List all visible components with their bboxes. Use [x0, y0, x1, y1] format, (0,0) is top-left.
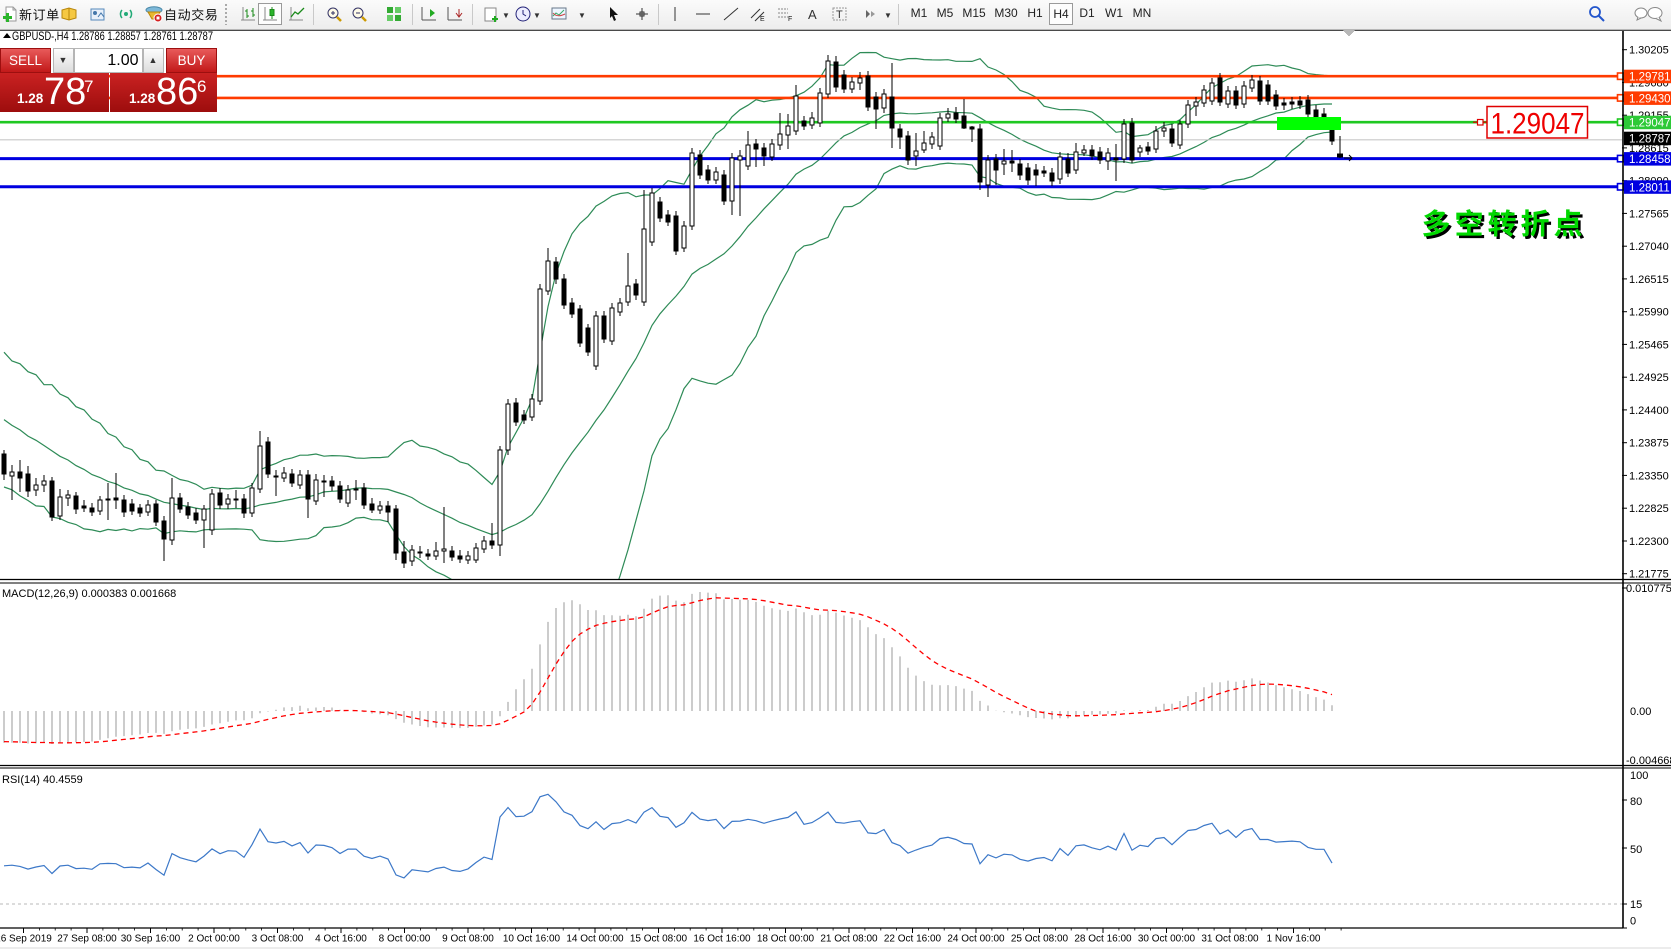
- svg-text:25 Oct 08:00: 25 Oct 08:00: [1011, 934, 1069, 945]
- svg-text:22 Oct 16:00: 22 Oct 16:00: [884, 934, 942, 945]
- svg-text:26 Sep 2019: 26 Sep 2019: [0, 934, 52, 945]
- svg-text:1.25465: 1.25465: [1629, 339, 1669, 351]
- svg-text:24 Oct 00:00: 24 Oct 00:00: [947, 934, 1005, 945]
- svg-text:15 Oct 08:00: 15 Oct 08:00: [630, 934, 688, 945]
- svg-text:1.27040: 1.27040: [1629, 241, 1669, 253]
- svg-text:15: 15: [1630, 899, 1642, 911]
- svg-text:10 Oct 16:00: 10 Oct 16:00: [503, 934, 561, 945]
- svg-text:0.00: 0.00: [1630, 706, 1651, 718]
- svg-text:A: A: [808, 7, 817, 22]
- svg-text:1.29047: 1.29047: [1629, 118, 1671, 130]
- svg-text:27 Sep 08:00: 27 Sep 08:00: [57, 934, 117, 945]
- svg-text:8 Oct 00:00: 8 Oct 00:00: [379, 934, 431, 945]
- svg-text:1.27565: 1.27565: [1629, 208, 1669, 220]
- svg-text:MACD(12,26,9) 0.000383 0.00166: MACD(12,26,9) 0.000383 0.001668: [2, 588, 176, 600]
- svg-text:30 Oct 00:00: 30 Oct 00:00: [1138, 934, 1196, 945]
- svg-text:RSI(14) 40.4559: RSI(14) 40.4559: [2, 774, 83, 786]
- svg-text:100: 100: [1630, 770, 1648, 782]
- svg-text:1.28458: 1.28458: [1629, 154, 1671, 166]
- svg-text:1.28615: 1.28615: [1629, 143, 1669, 155]
- svg-text:1.29047: 1.29047: [1491, 108, 1585, 141]
- svg-text:1.29781: 1.29781: [1629, 72, 1671, 84]
- svg-text:1.26515: 1.26515: [1629, 274, 1669, 286]
- svg-text:80: 80: [1630, 796, 1642, 808]
- svg-text:4 Oct 16:00: 4 Oct 16:00: [315, 934, 367, 945]
- svg-text:F: F: [788, 16, 792, 23]
- svg-text:30 Sep 16:00: 30 Sep 16:00: [121, 934, 181, 945]
- svg-text:14 Oct 00:00: 14 Oct 00:00: [566, 934, 624, 945]
- svg-text:1.22300: 1.22300: [1629, 536, 1669, 548]
- svg-text:-0.004668: -0.004668: [1626, 755, 1671, 767]
- svg-text:2 Oct 00:00: 2 Oct 00:00: [188, 934, 240, 945]
- svg-text:1.30205: 1.30205: [1629, 45, 1669, 57]
- svg-text:28 Oct 16:00: 28 Oct 16:00: [1074, 934, 1132, 945]
- svg-text:1 Nov 16:00: 1 Nov 16:00: [1267, 934, 1321, 945]
- svg-text:21 Oct 08:00: 21 Oct 08:00: [820, 934, 878, 945]
- svg-text:1.25990: 1.25990: [1629, 307, 1669, 319]
- svg-text:1.21775: 1.21775: [1629, 569, 1669, 581]
- svg-text:0: 0: [1630, 916, 1636, 928]
- svg-text:1.23875: 1.23875: [1629, 438, 1669, 450]
- svg-text:16 Oct 16:00: 16 Oct 16:00: [693, 934, 751, 945]
- svg-text:1.29430: 1.29430: [1629, 93, 1671, 105]
- svg-text:GBPUSD-,H4 1.28786 1.28857 1.: GBPUSD-,H4 1.28786 1.28857 1.28761 1.287…: [12, 29, 213, 43]
- svg-text:50: 50: [1630, 844, 1642, 856]
- svg-text:E: E: [760, 16, 765, 23]
- svg-text:0.010775: 0.010775: [1626, 583, 1671, 595]
- svg-text:18 Oct 00:00: 18 Oct 00:00: [757, 934, 815, 945]
- svg-text:1.28011: 1.28011: [1629, 182, 1670, 194]
- svg-text:3 Oct 08:00: 3 Oct 08:00: [252, 934, 304, 945]
- svg-text:T: T: [836, 9, 843, 21]
- svg-text:1.24925: 1.24925: [1629, 372, 1669, 384]
- svg-text:9 Oct 08:00: 9 Oct 08:00: [442, 934, 494, 945]
- svg-text:1.24400: 1.24400: [1629, 405, 1669, 417]
- svg-text:1.28787: 1.28787: [1629, 134, 1671, 146]
- svg-text:31 Oct 08:00: 31 Oct 08:00: [1201, 934, 1259, 945]
- svg-text:1.22825: 1.22825: [1629, 503, 1669, 515]
- svg-text:1.23350: 1.23350: [1629, 470, 1669, 482]
